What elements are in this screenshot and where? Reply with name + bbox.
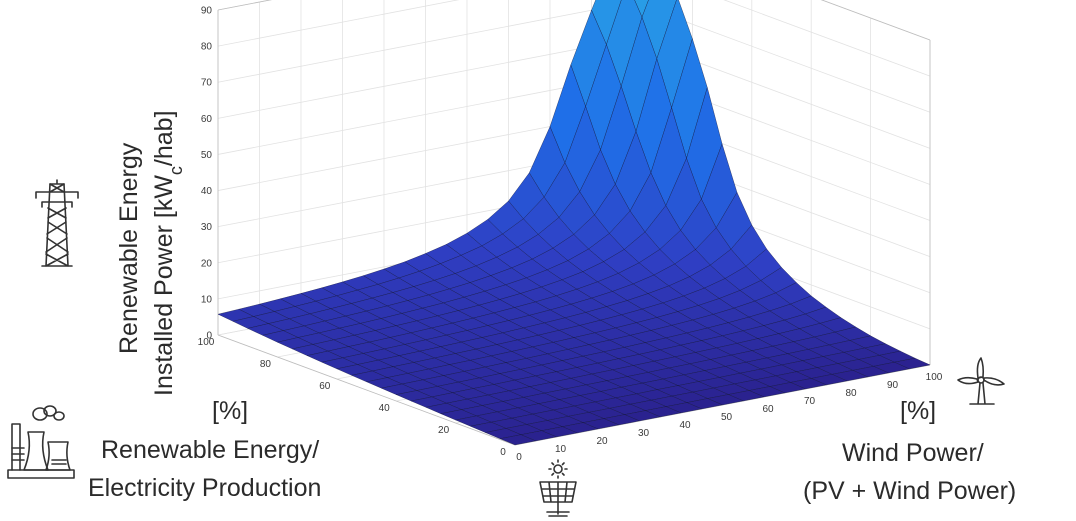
x-tick-label: 50 (721, 412, 733, 423)
solar-panel-icon (539, 459, 577, 517)
x-axis-unit: [%] (900, 397, 936, 425)
x-tick-label: 90 (887, 380, 899, 391)
z-tick-label: 60 (201, 114, 213, 125)
box-edge (820, 0, 931, 41)
y-tick-label: 40 (379, 403, 391, 414)
x-tick-label: 70 (804, 396, 816, 407)
surface-patch (499, 434, 537, 446)
y-tick-label: 60 (319, 381, 331, 392)
transmission-tower-icon (35, 179, 79, 267)
x-tick-label: 60 (762, 404, 774, 415)
x-tick-label: 30 (638, 428, 650, 439)
z-tick-label: 70 (201, 78, 213, 89)
power-plant-icon (7, 405, 75, 479)
x-tick-label: 40 (679, 420, 691, 431)
y-axis-unit: [%] (212, 397, 248, 425)
grid-line (723, 0, 931, 77)
z-axis-label-line1: Renewable Energy (115, 142, 143, 354)
y-axis-line (217, 334, 516, 446)
y-tick-label: 0 (500, 447, 506, 458)
x-tick-label: 20 (596, 436, 608, 447)
z-axis-label-2: Installed Power [kWc/hab] (150, 110, 186, 396)
z-axis-label-line2: Installed Power [kW (150, 175, 178, 396)
z-tick-label: 10 (201, 294, 213, 305)
surface-patch (634, 0, 649, 18)
wind-turbine-icon (957, 357, 1005, 405)
z-tick-label: 80 (201, 42, 213, 53)
x-tick-label: 100 (926, 372, 943, 383)
z-tick-label: 0 (206, 331, 212, 342)
z-axis-label: Renewable Energy (115, 142, 143, 354)
surface-plot (217, 0, 931, 446)
z-tick-label: 40 (201, 186, 213, 197)
y-tick-label: 20 (438, 425, 450, 436)
z-tick-label: 20 (201, 258, 213, 269)
y-axis-label-line2: Electricity Production (88, 474, 321, 502)
z-axis-label-unit: /hab] (150, 110, 178, 166)
z-tick-label: 30 (201, 222, 213, 233)
z-tick-label: 90 (201, 6, 213, 17)
y-axis-label-line1: Renewable Energy/ (101, 436, 319, 464)
y-tick-label: 100 (198, 337, 215, 348)
x-tick-label: 10 (555, 444, 567, 455)
x-tick-label: 0 (516, 452, 522, 463)
z-tick-label: 50 (201, 150, 213, 161)
z-axis-label-subscript: c (166, 166, 186, 175)
x-tick-label: 80 (845, 388, 857, 399)
axis-ticks: 0102030405060708090020406080100010203040… (198, 6, 943, 464)
x-axis-label-line2: (PV + Wind Power) (803, 477, 1016, 505)
y-tick-label: 80 (260, 359, 272, 370)
x-axis-label-line1: Wind Power/ (842, 439, 984, 467)
